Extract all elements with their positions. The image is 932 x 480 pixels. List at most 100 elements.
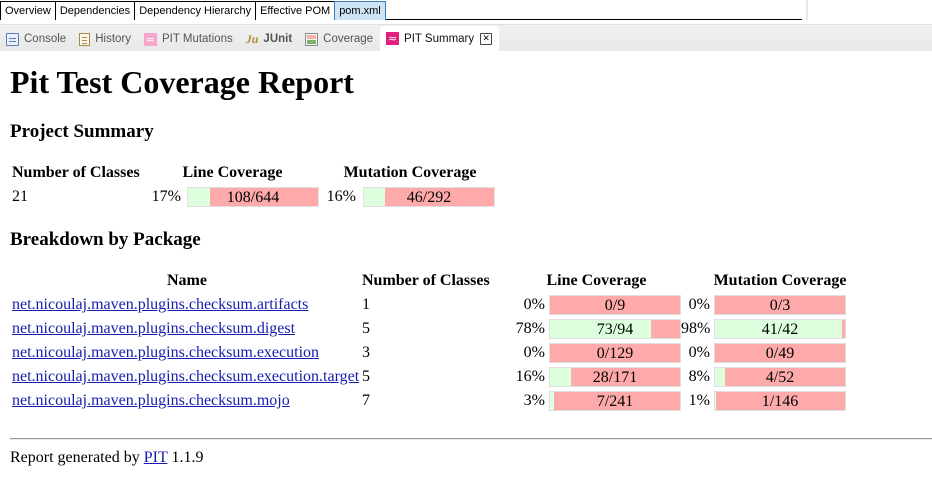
coverage-ratio: 0/49 <box>765 345 795 362</box>
coverage-ratio: 108/644 <box>226 189 280 206</box>
coverage-bar-fill <box>550 320 652 338</box>
editor-tab-dependency-hierarchy[interactable]: Dependency Hierarchy <box>134 1 257 20</box>
package-mutation-cell: 1% 1/146 <box>681 389 879 413</box>
package-link[interactable]: net.nicoulaj.maven.plugins.checksum.exec… <box>12 368 360 385</box>
editor-tab-strip: Overview Dependencies Dependency Hierarc… <box>0 0 932 24</box>
package-link[interactable]: net.nicoulaj.maven.plugins.checksum.dige… <box>12 320 296 337</box>
package-line-cell: 78% 73/94 <box>512 317 681 341</box>
coverage-bar-fill <box>550 392 554 410</box>
report-footer: Report generated by PIT 1.1.9 <box>10 447 203 469</box>
tab-label: PIT Mutations <box>161 33 233 45</box>
header-line-coverage: Line Coverage <box>546 272 647 289</box>
tab-label: PIT Summary <box>404 32 475 45</box>
coverage-bar: 73/94 <box>549 319 681 339</box>
table-row: net.nicoulaj.maven.plugins.checksum.exec… <box>12 341 879 365</box>
editor-tab-dependencies[interactable]: Dependencies <box>54 1 136 20</box>
table-row: net.nicoulaj.maven.plugins.checksum.exec… <box>12 365 879 389</box>
package-mutation-cell: 98% 41/42 <box>681 317 879 341</box>
package-classes: 5 <box>362 368 370 385</box>
coverage-percent: 16% <box>326 187 356 205</box>
coverage-bar-fill <box>188 188 211 206</box>
coverage-bar: 46/292 <box>363 187 495 207</box>
view-tab-strip: Console History ≈ PIT Mutations Ju JUnit… <box>0 24 932 51</box>
package-name-cell: net.nicoulaj.maven.plugins.checksum.arti… <box>12 293 362 317</box>
pit-link[interactable]: PIT <box>143 449 168 466</box>
table-row: net.nicoulaj.maven.plugins.checksum.arti… <box>12 293 879 317</box>
summary-classes: 21 <box>12 188 28 205</box>
package-name-cell: net.nicoulaj.maven.plugins.checksum.exec… <box>12 341 362 365</box>
coverage-ratio: 73/94 <box>596 321 634 338</box>
project-summary-table: Number of Classes Line Coverage Mutation… <box>12 161 501 209</box>
pit-mutations-icon: ≈ <box>143 32 157 46</box>
package-classes: 7 <box>362 392 370 409</box>
tab-pit-summary[interactable]: ≈ PIT Summary ✕ <box>380 26 500 51</box>
page-title: Pit Test Coverage Report <box>10 64 354 100</box>
package-line-cell: 0% 0/9 <box>512 293 681 317</box>
header-line-coverage: Line Coverage <box>182 164 283 181</box>
tab-label: Console <box>24 33 67 45</box>
package-classes: 3 <box>362 344 370 361</box>
coverage-bar-fill <box>715 392 717 410</box>
package-rows: net.nicoulaj.maven.plugins.checksum.arti… <box>12 293 879 413</box>
summary-header-row: Number of Classes Line Coverage Mutation… <box>12 161 501 185</box>
footer-prefix: Report generated by <box>10 449 140 466</box>
coverage-bar-fill <box>715 368 726 386</box>
close-icon[interactable]: ✕ <box>480 32 493 45</box>
package-link[interactable]: net.nicoulaj.maven.plugins.checksum.arti… <box>12 296 309 313</box>
package-mutation-cell: 8% 4/52 <box>681 365 879 389</box>
package-header-row: Name Number of Classes Line Coverage Mut… <box>12 269 879 293</box>
coverage-ratio: 7/241 <box>596 393 634 410</box>
package-link[interactable]: net.nicoulaj.maven.plugins.checksum.mojo <box>12 392 290 409</box>
package-name-cell: net.nicoulaj.maven.plugins.checksum.dige… <box>12 317 362 341</box>
package-link[interactable]: net.nicoulaj.maven.plugins.checksum.exec… <box>12 344 320 361</box>
coverage-bar-fill <box>550 368 571 386</box>
summary-row: 21 17% 108/644 16% 46/292 <box>12 185 501 209</box>
coverage-icon <box>305 32 319 46</box>
coverage-percent: 98% <box>681 319 711 337</box>
coverage-percent: 8% <box>688 367 710 385</box>
console-icon <box>6 32 19 46</box>
header-classes: Number of Classes <box>12 164 140 181</box>
editor-tab-pom-xml[interactable]: pom.xml <box>334 1 386 20</box>
package-classes: 1 <box>362 296 370 313</box>
coverage-percent: 0% <box>523 295 545 313</box>
tab-junit[interactable]: Ju JUnit <box>240 27 299 51</box>
tab-label: Coverage <box>323 33 374 45</box>
coverage-percent: 1% <box>688 391 710 409</box>
coverage-ratio: 46/292 <box>406 189 452 206</box>
coverage-bar: 7/241 <box>549 391 681 411</box>
coverage-percent: 0% <box>688 343 710 361</box>
tab-coverage[interactable]: Coverage <box>299 27 380 51</box>
coverage-bar: 0/129 <box>549 343 681 363</box>
coverage-bar-fill <box>364 188 385 206</box>
header-name: Name <box>167 272 207 289</box>
coverage-ratio: 1/146 <box>761 393 799 410</box>
coverage-bar: 4/52 <box>714 367 846 387</box>
package-breakdown-table: Name Number of Classes Line Coverage Mut… <box>12 269 879 413</box>
coverage-bar: 0/49 <box>714 343 846 363</box>
coverage-bar: 28/171 <box>549 367 681 387</box>
project-summary-heading: Project Summary <box>10 121 154 142</box>
pit-report: Pit Test Coverage Report Project Summary… <box>10 51 932 466</box>
coverage-percent: 3% <box>523 391 545 409</box>
tab-history[interactable]: History <box>73 27 138 51</box>
tab-console[interactable]: Console <box>0 27 73 51</box>
coverage-bar-fill <box>715 320 843 338</box>
coverage-percent: 78% <box>515 319 545 337</box>
coverage-ratio: 28/171 <box>592 369 638 386</box>
tab-pit-mutations[interactable]: ≈ PIT Mutations <box>138 27 240 51</box>
pit-summary-icon: ≈ <box>386 32 400 45</box>
breakdown-heading: Breakdown by Package <box>10 229 201 250</box>
tab-label: History <box>95 33 131 45</box>
footer-divider <box>10 438 932 440</box>
package-line-cell: 16% 28/171 <box>512 365 681 389</box>
coverage-ratio: 4/52 <box>765 369 795 386</box>
editor-tabs: Overview Dependencies Dependency Hierarc… <box>0 0 802 20</box>
coverage-ratio: 41/42 <box>761 321 799 338</box>
editor-tab-effective-pom[interactable]: Effective POM <box>255 1 336 20</box>
coverage-percent: 0% <box>523 343 545 361</box>
package-line-cell: 0% 0/129 <box>512 341 681 365</box>
package-name-cell: net.nicoulaj.maven.plugins.checksum.exec… <box>12 365 362 389</box>
editor-tab-overview[interactable]: Overview <box>0 1 56 20</box>
package-mutation-cell: 0% 0/49 <box>681 341 879 365</box>
